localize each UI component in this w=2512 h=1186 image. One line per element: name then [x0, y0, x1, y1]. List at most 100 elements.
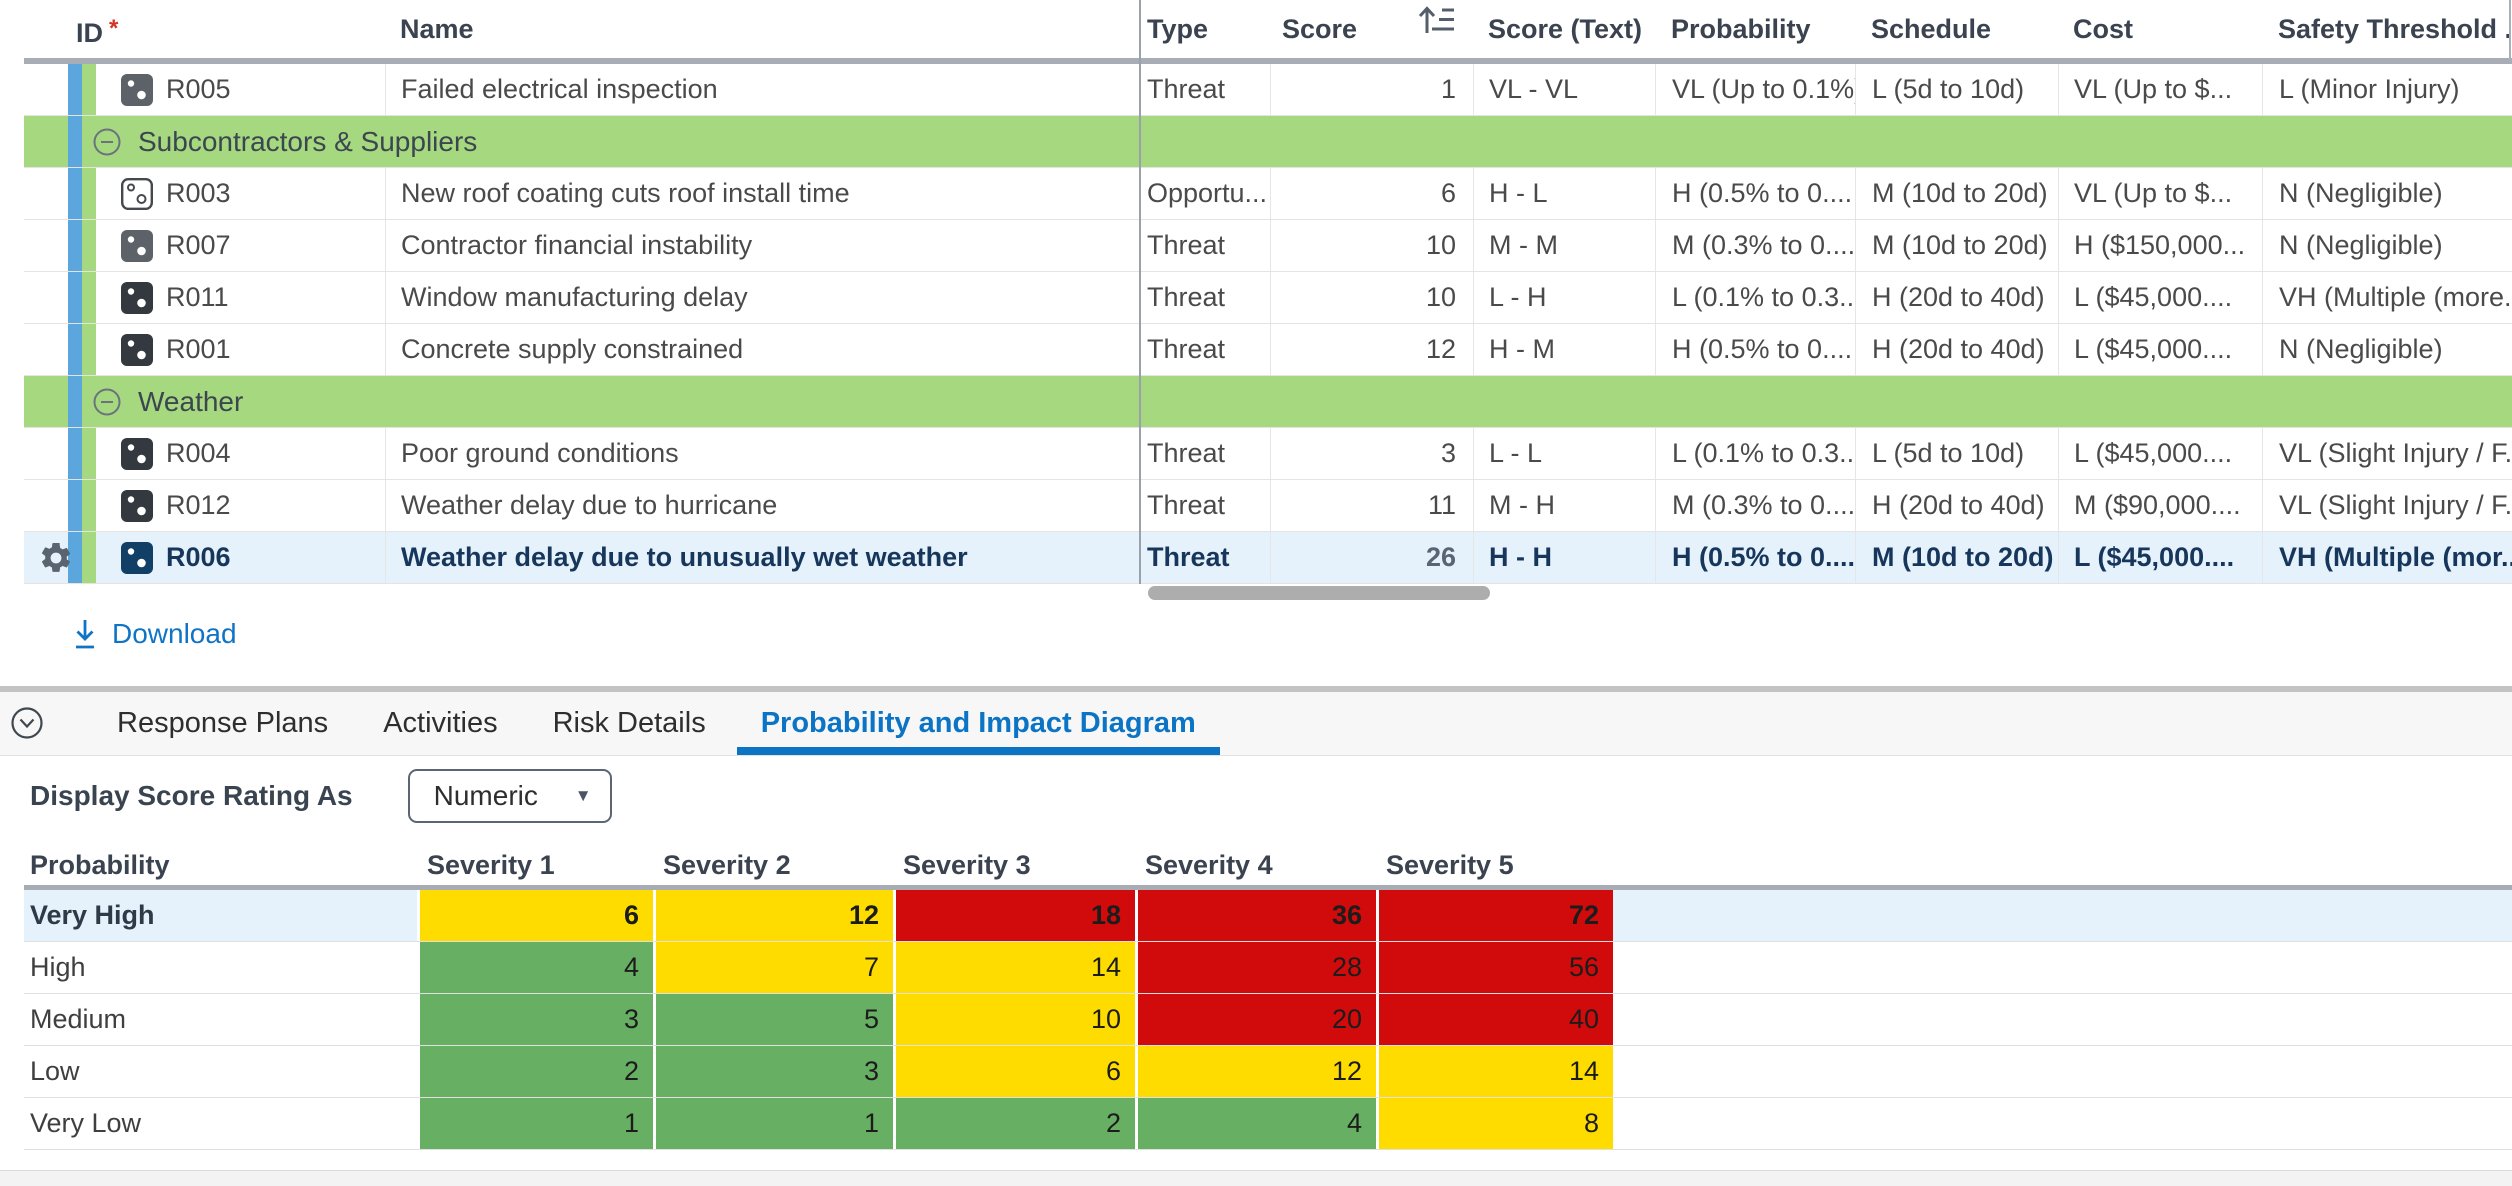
matrix-cell: 14	[1376, 1046, 1613, 1097]
cell-id: R005	[96, 64, 385, 115]
cell-name: Contractor financial instability	[385, 220, 1139, 271]
download-label: Download	[112, 618, 237, 650]
grouping-band-blue	[68, 168, 82, 219]
grouping-band-blue	[68, 272, 82, 323]
matrix-cell: 6	[417, 890, 653, 941]
collapse-group-icon[interactable]	[92, 127, 122, 157]
table-row-r006[interactable]: R006Weather delay due to unusually wet w…	[24, 532, 2512, 584]
tab-probability-impact-diagram[interactable]: Probability and Impact Diagram	[737, 692, 1220, 755]
cell-id: R004	[96, 428, 385, 479]
cell-sched: M (10d to 20d)	[1855, 168, 2058, 219]
column-header-probability[interactable]: Probability	[1655, 0, 1855, 58]
grouping-band-green	[82, 272, 96, 323]
cell-name: Failed electrical inspection	[385, 64, 1139, 115]
row-gutter	[24, 168, 68, 219]
collapse-group-icon[interactable]	[92, 387, 122, 417]
grouping-band-blue	[68, 480, 82, 531]
matrix-row-filler	[1613, 1098, 2512, 1149]
column-header-schedule[interactable]: Schedule	[1855, 0, 2058, 58]
cell-score: 12	[1270, 324, 1473, 375]
column-header-score[interactable]: Score	[1270, 0, 1473, 58]
matrix-row-very-low: Very Low11248	[24, 1098, 2512, 1150]
table-row-r012[interactable]: R012Weather delay due to hurricaneThreat…	[24, 480, 2512, 532]
cell-prob: L (0.1% to 0.3...	[1655, 428, 1855, 479]
matrix-cell: 3	[417, 994, 653, 1045]
collapse-panel-icon[interactable]	[10, 706, 44, 740]
score-rating-dropdown-value: Numeric	[434, 780, 538, 812]
grouping-band-blue	[68, 324, 82, 375]
matrix-cell: 18	[893, 890, 1135, 941]
table-row-r004[interactable]: R004Poor ground conditionsThreat3L - LL …	[24, 428, 2512, 480]
cell-name: New roof coating cuts roof install time	[385, 168, 1139, 219]
table-row-r011[interactable]: R011Window manufacturing delayThreat10L …	[24, 272, 2512, 324]
cell-cost: L ($45,000....	[2058, 272, 2262, 323]
matrix-col-severity-5: Severity 5	[1376, 845, 1613, 885]
matrix-col-severity-2: Severity 2	[653, 845, 893, 885]
row-gutter	[24, 428, 68, 479]
opportunity-icon	[120, 177, 154, 211]
cell-stext: VL - VL	[1473, 64, 1655, 115]
table-row-r005[interactable]: R005Failed electrical inspectionThreat1V…	[24, 64, 2512, 116]
column-header-safety-threshold[interactable]: Safety Threshold ...	[2262, 0, 2512, 58]
grouping-band-green	[82, 64, 96, 115]
cell-sched: H (20d to 40d)	[1855, 480, 2058, 531]
score-rating-dropdown[interactable]: Numeric ▼	[408, 769, 612, 823]
matrix-cell: 4	[1135, 1098, 1376, 1149]
cell-safe: N (Negligible)	[2262, 168, 2512, 219]
matrix-col-severity-1: Severity 1	[417, 845, 653, 885]
cell-id: R011	[96, 272, 385, 323]
column-header-cost[interactable]: Cost	[2058, 0, 2262, 58]
sort-ascending-icon[interactable]	[1417, 0, 1457, 58]
grouping-band-green	[82, 220, 96, 271]
frozen-pane-divider[interactable]	[1139, 0, 1141, 584]
cell-prob: H (0.5% to 0....	[1655, 324, 1855, 375]
table-row-r007[interactable]: R007Contractor financial instabilityThre…	[24, 220, 2512, 272]
download-button[interactable]: Download	[70, 616, 237, 652]
matrix-cell: 72	[1376, 890, 1613, 941]
matrix-row-label: Medium	[24, 994, 417, 1045]
column-header-name[interactable]: Name	[385, 0, 1139, 58]
threat-icon	[120, 489, 154, 523]
matrix-cell: 3	[653, 1046, 893, 1097]
tab-activities[interactable]: Activities	[359, 692, 521, 755]
grouping-band-blue	[68, 64, 82, 115]
grouping-band-green	[82, 324, 96, 375]
column-header-score-text[interactable]: Score (Text)	[1473, 0, 1655, 58]
group-row[interactable]: Subcontractors & Suppliers	[24, 116, 2512, 168]
matrix-row-filler	[1613, 994, 2512, 1045]
cell-id: R003	[96, 168, 385, 219]
matrix-body: Very High612183672High47142856Medium3510…	[24, 890, 2512, 1150]
cell-name: Weather delay due to hurricane	[385, 480, 1139, 531]
cell-sched: L (5d to 10d)	[1855, 64, 2058, 115]
cell-prob: H (0.5% to 0....	[1655, 532, 1855, 583]
cell-id: R007	[96, 220, 385, 271]
row-actions-gear-icon[interactable]	[38, 540, 74, 576]
cell-cost: H ($150,000...	[2058, 220, 2262, 271]
matrix-cell: 56	[1376, 942, 1613, 993]
cell-cost: VL (Up to $...	[2058, 64, 2262, 115]
table-row-r001[interactable]: R001Concrete supply constrainedThreat12H…	[24, 324, 2512, 376]
header-gutter	[24, 0, 76, 58]
row-gutter	[24, 480, 68, 531]
download-icon	[70, 616, 100, 652]
tab-risk-details[interactable]: Risk Details	[529, 692, 730, 755]
matrix-row-very-high: Very High612183672	[24, 890, 2512, 942]
grouping-band-green	[82, 168, 96, 219]
cell-safe: VH (Multiple (mor...	[2262, 532, 2512, 583]
matrix-cell: 14	[893, 942, 1135, 993]
horizontal-scrollbar-thumb[interactable]	[1148, 586, 1490, 600]
risk-table: ID* Name Type Score Score (Text) Probabi…	[24, 0, 2512, 584]
group-label: Weather	[138, 376, 243, 427]
matrix-cell: 6	[893, 1046, 1135, 1097]
column-header-id[interactable]: ID*	[76, 0, 385, 58]
matrix-cell: 5	[653, 994, 893, 1045]
cell-stext: M - M	[1473, 220, 1655, 271]
cell-cost: L ($45,000....	[2058, 428, 2262, 479]
cell-safe: N (Negligible)	[2262, 220, 2512, 271]
matrix-row-label: Very High	[24, 890, 417, 941]
matrix-row-low: Low2361214	[24, 1046, 2512, 1098]
table-row-r003[interactable]: R003New roof coating cuts roof install t…	[24, 168, 2512, 220]
tab-response-plans[interactable]: Response Plans	[93, 692, 352, 755]
column-header-type[interactable]: Type	[1139, 0, 1270, 58]
group-row[interactable]: Weather	[24, 376, 2512, 428]
